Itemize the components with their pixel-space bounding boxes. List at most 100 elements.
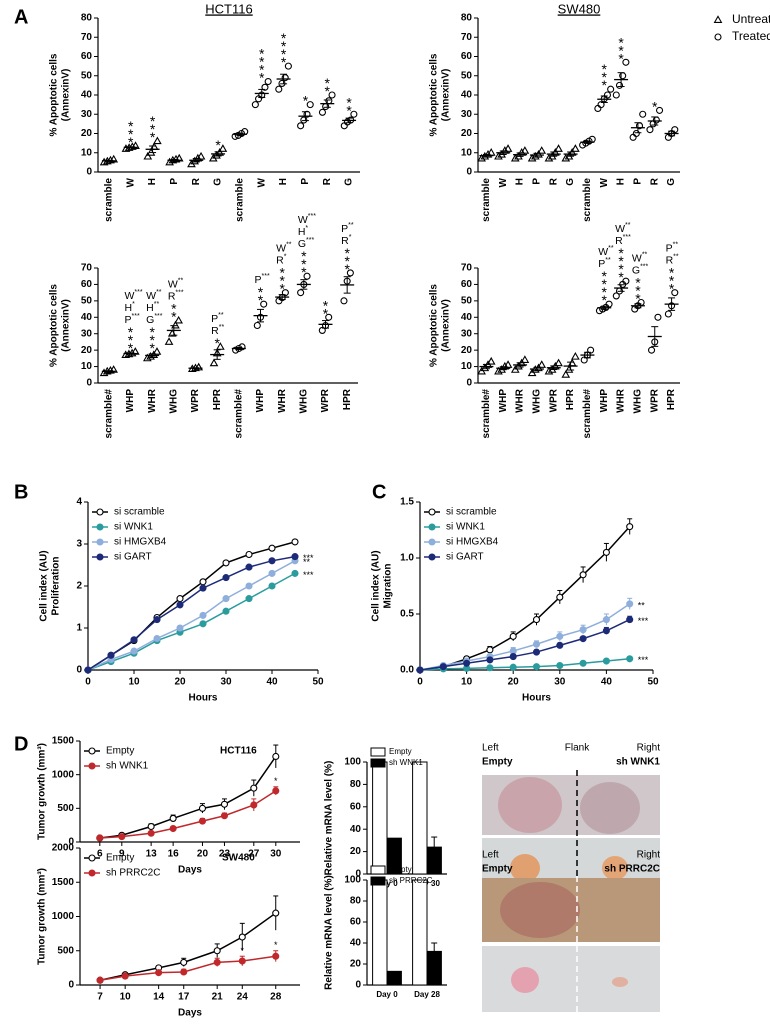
photo-detail: [612, 977, 628, 987]
y-axis-label: Cell index (AU): [371, 550, 382, 621]
x-tick-label: 16: [168, 849, 180, 860]
data-point: [131, 141, 140, 149]
text-part: ***: [132, 313, 140, 320]
comparison-label: H*: [125, 301, 136, 314]
x-tick-label: scramble: [104, 178, 115, 222]
data-point: [84, 666, 92, 674]
text-part: *: [602, 77, 608, 93]
data-point: [561, 370, 571, 378]
x-tick-label: scramble: [235, 178, 246, 222]
data-point: [222, 559, 230, 567]
data-point: [579, 635, 587, 643]
bar: [412, 761, 428, 875]
x-tick-label: G: [213, 178, 224, 186]
y-tick-label: 60: [350, 801, 362, 812]
data-point: [646, 126, 654, 134]
text-part: *: [618, 253, 624, 269]
significance-stars: ****: [281, 30, 287, 70]
data-point: [416, 666, 424, 674]
text-part: R: [615, 235, 623, 247]
y-tick-label: 20: [350, 846, 362, 857]
data-point: [96, 834, 104, 842]
y-tick-label: 1500: [52, 877, 75, 888]
y-tick-label: 1000: [52, 911, 75, 922]
y-tick-label: 0.0: [400, 665, 414, 676]
text-part: *: [346, 102, 352, 118]
y-tick-label: 1000: [52, 769, 75, 780]
text-part: *: [602, 292, 608, 308]
significance-stars: ***: [128, 118, 134, 150]
text-part: ***: [640, 263, 648, 270]
text-part: *: [602, 61, 608, 77]
x-tick-label: WHR: [277, 388, 288, 413]
y-axis-label: Cell index (AU): [39, 550, 50, 621]
y-axis-label: (AnnexinV): [441, 299, 452, 352]
legend-label: si scramble: [114, 507, 165, 518]
data-point: [176, 595, 184, 603]
data-point: [209, 358, 219, 367]
comparison-label: W**: [615, 222, 631, 235]
data-point: [671, 126, 679, 134]
data-point: [509, 653, 517, 661]
y-tick-label: 40: [350, 938, 362, 949]
text-part: *: [618, 269, 624, 285]
text-part: *: [303, 92, 309, 108]
text-part: *: [635, 274, 641, 290]
panel-label: C: [372, 481, 386, 503]
significance-stars: ***: [150, 113, 156, 145]
y-tick-label: 20: [461, 345, 473, 356]
y-tick-label: 70: [81, 263, 93, 274]
data-point: [199, 620, 207, 628]
x-tick-label: 50: [647, 677, 659, 688]
y-tick-label: 10: [461, 361, 473, 372]
bar: [426, 846, 442, 875]
y-tick-label: 80: [81, 13, 93, 24]
data-point: [272, 787, 280, 795]
text-part: *: [602, 268, 608, 284]
legend-marker: [96, 538, 104, 546]
significance-stars: ***: [301, 248, 307, 280]
y-tick-label: 60: [81, 279, 93, 290]
data-point: [174, 315, 183, 324]
y-tick-label: 80: [350, 779, 362, 790]
data-point: [238, 933, 246, 941]
data-point: [520, 355, 530, 363]
data-point: [306, 101, 314, 109]
series-line: [419, 658, 630, 671]
x-tick-label: 10: [461, 677, 473, 688]
significance-stars: ***: [149, 323, 155, 355]
series-line: [87, 555, 296, 671]
y-tick-label: 50: [81, 295, 93, 306]
comparison-label: R*: [341, 234, 352, 247]
text-part: ***: [306, 237, 314, 244]
y-axis-label: Proliferation: [51, 557, 62, 616]
text-part: ***: [262, 273, 270, 280]
series-line: [87, 572, 296, 671]
x-tick-label: 30: [554, 677, 566, 688]
significance-stars: ***: [602, 61, 608, 93]
y-tick-label: 70: [461, 263, 473, 274]
data-point: [231, 132, 239, 140]
data-point: [118, 833, 126, 841]
x-tick-label: 23: [219, 849, 231, 860]
y-tick-label: 60: [461, 51, 473, 62]
legend-label: Empty: [389, 865, 412, 874]
text-part: *: [618, 50, 624, 66]
data-point: [171, 320, 180, 329]
photo-detail: [602, 856, 628, 880]
comparison-label: G***: [298, 237, 315, 250]
y-tick-label: 4: [76, 497, 82, 508]
data-point: [532, 663, 541, 671]
data-point: [268, 569, 276, 577]
data-point: [169, 824, 177, 833]
text-part: H: [298, 226, 306, 238]
data-point: [109, 365, 118, 373]
x-axis-label: Days: [178, 1008, 202, 1019]
chart-title: HCT116: [220, 746, 257, 757]
text-part: *: [301, 256, 307, 272]
data-point: [622, 58, 630, 66]
text-part: P: [125, 314, 132, 326]
x-tick-label: HPR: [212, 388, 223, 410]
photo-label: Left: [482, 850, 499, 861]
y-tick-label: 1: [76, 623, 82, 634]
